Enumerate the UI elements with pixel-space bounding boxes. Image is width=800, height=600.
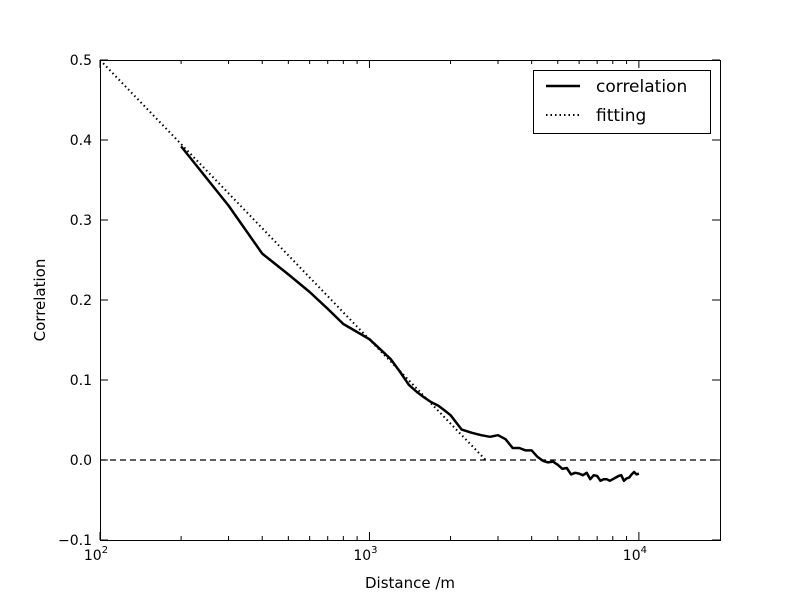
- y-tick-label: 0.5: [70, 53, 92, 69]
- y-tick-label: 0.2: [70, 293, 92, 309]
- y-tick-label: 0.0: [70, 453, 92, 469]
- x-axis: 102 103 104: [84, 60, 647, 564]
- y-tick-label: 0.1: [70, 373, 92, 389]
- y-tick-label: −0.1: [58, 533, 92, 549]
- legend-label-correlation: correlation: [596, 77, 687, 97]
- y-tick-label: 0.3: [70, 213, 92, 229]
- y-axis-title: Correlation: [31, 259, 49, 342]
- legend-label-fitting: fitting: [596, 106, 646, 126]
- legend-box: [533, 70, 711, 134]
- y-axis: −0.1 0.0 0.1 0.2 0.3 0.4 0.5: [58, 53, 720, 549]
- x-axis-title: Distance /m: [365, 574, 455, 592]
- x-tick-label: 104: [623, 545, 647, 564]
- plot-area: [99, 59, 720, 483]
- plot-frame: [100, 60, 721, 541]
- legend: correlation fitting: [533, 70, 711, 134]
- x-tick-label: 102: [84, 545, 108, 564]
- series-line-correlation: [180, 145, 640, 483]
- x-tick-label: 103: [353, 545, 377, 564]
- y-tick-label: 0.4: [70, 133, 92, 149]
